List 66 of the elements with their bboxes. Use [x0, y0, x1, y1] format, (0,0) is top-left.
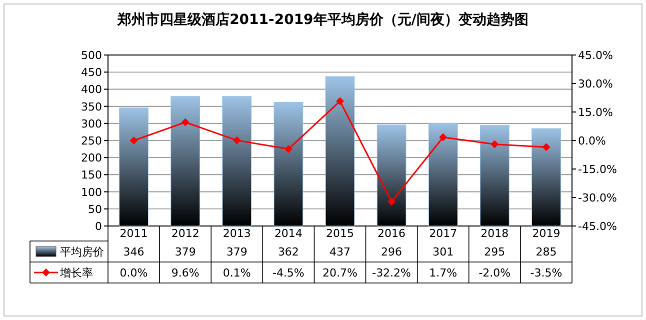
x-tick-label: 2013 [222, 227, 251, 240]
data-label: -32.2% [372, 266, 412, 280]
data-label: 0.0% [120, 266, 148, 280]
data-label: 20.7% [322, 266, 358, 280]
point [284, 145, 292, 154]
data-label: -4.5% [272, 266, 304, 280]
data-label: 9.6% [171, 266, 200, 280]
point [130, 136, 138, 144]
y-tick-label: 350 [81, 100, 102, 114]
bar [222, 96, 252, 226]
bar [532, 128, 561, 226]
data-label: -3.5% [530, 266, 562, 280]
bar [119, 107, 148, 226]
x-tick-label: 2017 [429, 227, 458, 240]
y-tick-label: 200 [81, 152, 102, 165]
y2-tick-label: 30.0% [578, 78, 613, 90]
data-label: 296 [381, 246, 402, 258]
data-label: 0.1% [222, 266, 251, 280]
y2-tick-label: 0.0% [578, 134, 606, 148]
x-tick-label: 2015 [326, 227, 354, 240]
point [490, 140, 499, 148]
legend-label: 增长率 [59, 266, 93, 280]
y-tick-label: 150 [81, 168, 102, 182]
x-tick-label: 2018 [480, 227, 509, 240]
chart-title: 郑州市四星级酒店2011-2019年平均房价（元/间夜）变动趋势图 [116, 11, 528, 28]
y-tick-label: 450 [81, 66, 102, 80]
bar [325, 76, 355, 226]
point [542, 143, 550, 152]
point [439, 133, 448, 142]
bar [428, 122, 458, 226]
bar [480, 124, 510, 226]
y2-tick-label: 45.0% [578, 49, 613, 62]
point [232, 136, 241, 144]
y-tick-label: 500 [81, 49, 102, 62]
data-label: 379 [226, 246, 248, 258]
y2-tick-label: -15.0% [578, 163, 617, 176]
bar [274, 102, 304, 226]
point [181, 118, 190, 126]
y2-tick-label: -45.0% [578, 220, 617, 233]
y-tick-label: 250 [81, 134, 102, 148]
data-label: 301 [432, 246, 454, 258]
y-tick-label: 0 [95, 220, 102, 233]
x-tick-label: 2016 [378, 227, 406, 240]
x-tick-label: 2019 [532, 227, 560, 240]
bar [170, 96, 200, 226]
data-label: 295 [484, 246, 506, 258]
y-tick-label: 50 [88, 202, 102, 216]
x-tick-label: 2012 [171, 227, 200, 240]
y2-tick-label: -30.0% [578, 192, 617, 204]
data-label: 346 [123, 246, 144, 258]
point [336, 97, 344, 106]
data-label: 437 [330, 246, 350, 258]
data-label: 1.7% [429, 266, 458, 280]
point [388, 198, 396, 206]
legend-label: 平均房价 [60, 246, 104, 258]
data-label: -2.0% [478, 266, 511, 280]
y-tick-label: 400 [81, 83, 102, 96]
data-label: 362 [278, 246, 299, 258]
x-tick-label: 2014 [274, 227, 302, 240]
y-tick-label: 100 [81, 186, 102, 199]
x-tick-label: 2011 [120, 227, 148, 240]
y2-tick-label: 15.0% [578, 106, 613, 119]
bar [376, 124, 406, 226]
data-label: 285 [536, 246, 557, 258]
data-label: 379 [174, 246, 196, 258]
y-tick-label: 300 [81, 117, 102, 130]
